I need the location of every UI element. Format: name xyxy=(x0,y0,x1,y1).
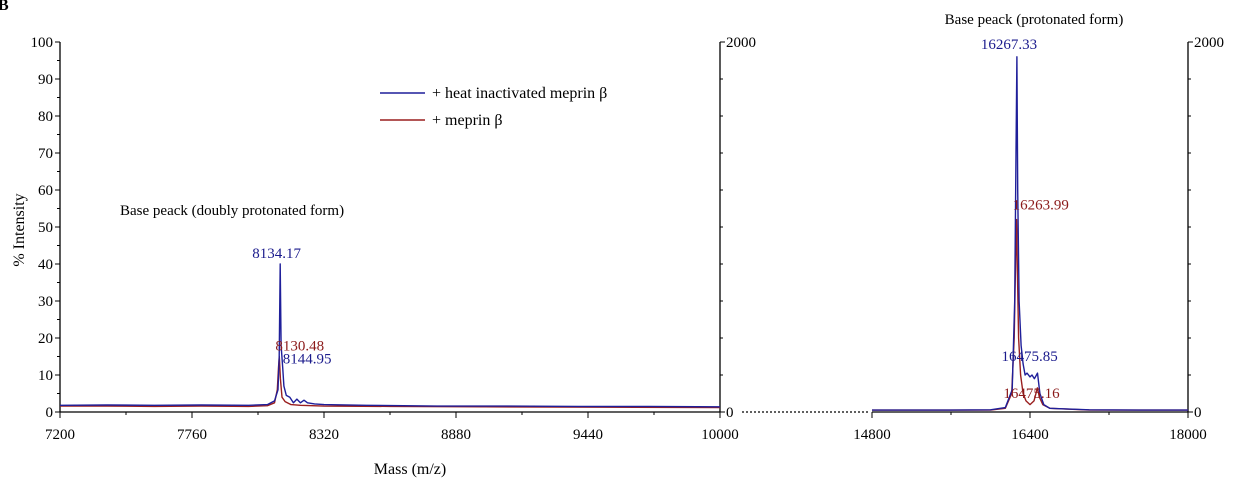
x-axis-label: Mass (m/z) xyxy=(374,461,446,478)
x-tick-label: 7760 xyxy=(177,427,207,443)
right-tick-label: 0 xyxy=(726,405,734,421)
y-tick-label: 70 xyxy=(38,146,53,162)
x-tick-label: 7200 xyxy=(45,427,75,443)
series-line-heat-inactivated xyxy=(59,263,721,408)
series-line-meprin xyxy=(872,218,1188,411)
peak-label: 8144.95 xyxy=(283,352,332,368)
y-axis-label: % Intensity xyxy=(11,193,28,266)
peak-label: 16475.85 xyxy=(1001,349,1057,365)
x-tick-label: 8320 xyxy=(309,427,339,443)
x-tick-label: 9440 xyxy=(573,427,603,443)
panel-title: Base peack (protonated form) xyxy=(945,12,1124,28)
y-tick-label: 50 xyxy=(38,220,53,236)
x-tick-label: 10000 xyxy=(701,427,739,443)
peak-label: 16263.99 xyxy=(1013,198,1069,214)
y-tick-label: 90 xyxy=(38,72,53,88)
x-tick-label: 18000 xyxy=(1169,427,1207,443)
x-tick-label: 16400 xyxy=(1011,427,1049,443)
right-tick-label: 2000 xyxy=(1194,35,1224,51)
panel-2: 2000 0 14800 16400 18000 Base peack (protonat… xyxy=(853,12,1224,443)
peak-label: 16475.16 xyxy=(1003,386,1060,402)
y-tick-label: 0 xyxy=(46,405,54,421)
y-tick-label: 40 xyxy=(38,257,53,273)
peak-label: 16267.33 xyxy=(981,37,1037,53)
series-line-heat-inactivated xyxy=(872,56,1188,411)
panel-label: B xyxy=(0,0,9,14)
y-tick-label: 60 xyxy=(38,183,53,199)
panel-title: Base peack (doubly protonated form) xyxy=(120,203,344,219)
y-tick-label: 20 xyxy=(38,331,53,347)
right-tick-label: 2000 xyxy=(726,35,756,51)
legend-label-meprin: + meprin β xyxy=(432,112,502,129)
plot-panels: 0 10 20 30 40 50 60 70 80 90 100 2000 0 7200 7760 8320 8… xyxy=(31,12,1225,443)
legend-label-heat-inactivated: + heat inactivated meprin β xyxy=(432,85,607,102)
y-tick-label: 30 xyxy=(38,294,53,310)
series-line-meprin xyxy=(60,355,721,409)
panel-1: 0 10 20 30 40 50 60 70 80 90 100 2000 0 7200 7760 8320 8… xyxy=(31,35,868,443)
legend: + heat inactivated meprin β + meprin β xyxy=(380,85,607,129)
right-tick-label: 0 xyxy=(1194,405,1202,421)
y-tick-label: 80 xyxy=(38,109,53,125)
y-tick-label: 100 xyxy=(31,35,54,51)
y-tick-label: 10 xyxy=(38,368,53,384)
x-tick-label: 8880 xyxy=(441,427,471,443)
peak-label: 8134.17 xyxy=(252,246,301,262)
peak-label: 8130.48 xyxy=(275,339,324,355)
x-tick-label: 14800 xyxy=(853,427,891,443)
